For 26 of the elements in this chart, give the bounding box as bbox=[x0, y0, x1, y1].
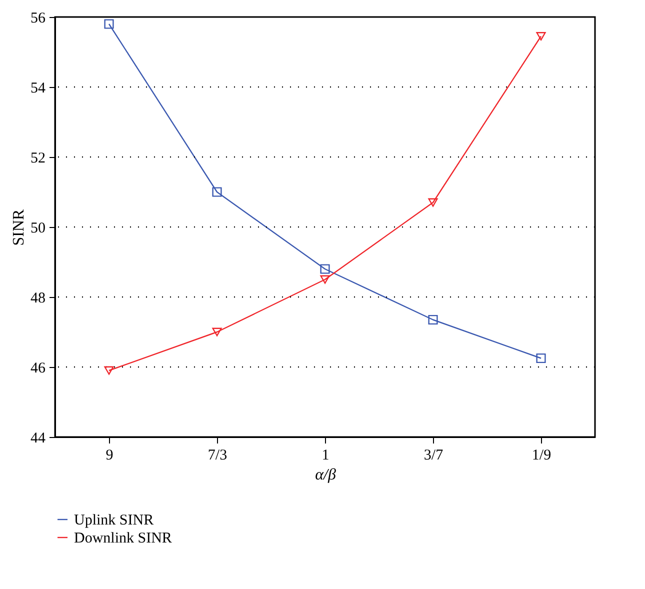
point bbox=[104, 366, 114, 375]
y-tick-label: 54 bbox=[30, 80, 46, 96]
y-axis-title: SINR bbox=[10, 208, 28, 246]
x-tick-label: 1 bbox=[322, 448, 330, 464]
y-tick-label: 48 bbox=[30, 290, 46, 306]
point bbox=[320, 264, 330, 274]
x-tick-label: 9 bbox=[106, 448, 114, 464]
x-axis-title: α/β bbox=[315, 466, 336, 484]
point bbox=[212, 187, 222, 197]
point bbox=[428, 198, 438, 207]
y-tick-label: 44 bbox=[30, 430, 46, 446]
point bbox=[212, 328, 222, 336]
point bbox=[104, 19, 114, 29]
y-tick-label: 50 bbox=[30, 220, 46, 236]
point bbox=[536, 32, 546, 40]
point bbox=[428, 314, 438, 325]
point bbox=[536, 353, 546, 364]
y-tick-label: 52 bbox=[30, 150, 46, 166]
x-tick-label: 1/9 bbox=[532, 448, 552, 464]
x-tick-label: 3/7 bbox=[424, 448, 444, 464]
x-tick-label: 7/3 bbox=[208, 448, 228, 464]
y-tick-label: 56 bbox=[30, 10, 46, 26]
y-tick-label: 46 bbox=[30, 360, 46, 376]
legend-label: Downlink SINR bbox=[74, 530, 172, 546]
point bbox=[320, 275, 330, 284]
legend-label: Uplink SINR bbox=[74, 512, 154, 528]
